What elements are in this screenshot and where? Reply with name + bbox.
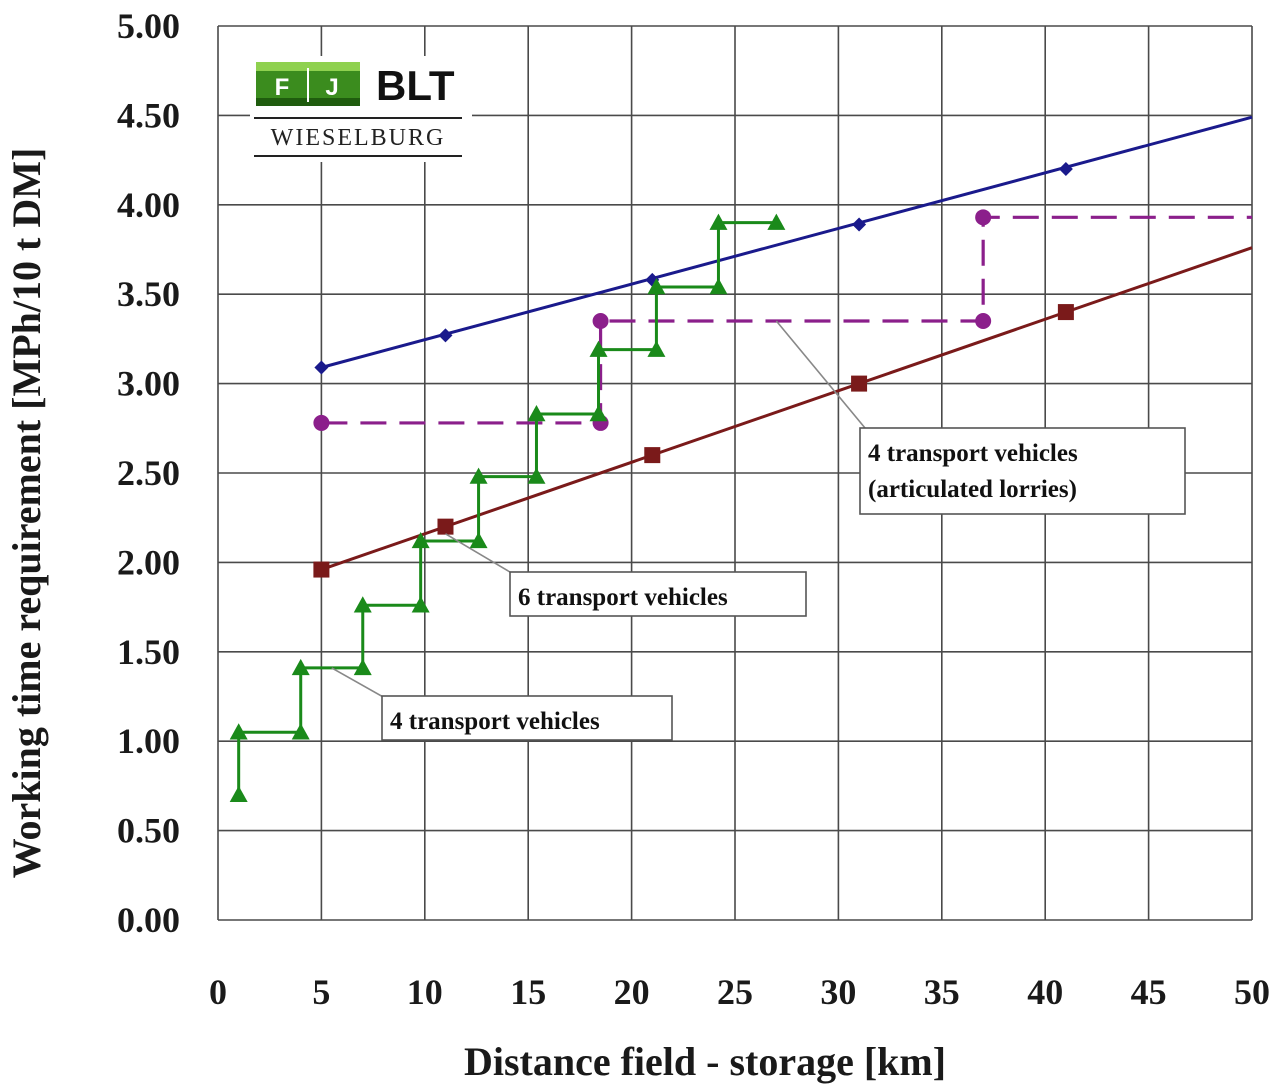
y-tick-label: 4.50	[117, 95, 180, 135]
x-tick-label: 40	[1027, 972, 1063, 1012]
y-tick-label: 0.00	[117, 900, 180, 940]
circle-marker	[593, 313, 609, 329]
y-axis-title: Working time requirement [MPh/10 t DM]	[4, 148, 49, 879]
y-tick-label: 2.50	[117, 453, 180, 493]
y-tick-label: 1.50	[117, 632, 180, 672]
logo-letter-f: F	[275, 74, 290, 101]
circle-marker	[313, 415, 329, 431]
callout-label: (articulated lorries)	[868, 476, 1077, 503]
x-tick-label: 35	[924, 972, 960, 1012]
y-tick-label: 1.00	[117, 721, 180, 761]
x-tick-label: 45	[1131, 972, 1167, 1012]
callout-label: 4 transport vehicles	[390, 708, 600, 735]
x-tick-label: 5	[312, 972, 330, 1012]
x-tick-label: 25	[717, 972, 753, 1012]
x-tick-label: 20	[614, 972, 650, 1012]
circle-marker	[975, 209, 991, 225]
y-tick-label: 4.00	[117, 185, 180, 225]
logo: F J BLT WIESELBURG	[250, 56, 472, 162]
square-marker	[851, 376, 867, 392]
callout-label: 6 transport vehicles	[518, 584, 728, 611]
square-marker	[1058, 304, 1074, 320]
circle-marker	[975, 313, 991, 329]
logo-letter-j: J	[325, 74, 338, 101]
square-marker	[313, 562, 329, 578]
callout-label: 4 transport vehicles	[868, 440, 1078, 467]
y-tick-label: 3.00	[117, 364, 180, 404]
logo-brand: BLT	[376, 62, 455, 109]
x-tick-label: 30	[820, 972, 856, 1012]
x-tick-label: 0	[209, 972, 227, 1012]
y-tick-label: 0.50	[117, 811, 180, 851]
x-axis-title: Distance field - storage [km]	[464, 1039, 946, 1084]
logo-subtitle: WIESELBURG	[271, 125, 446, 151]
square-marker	[644, 447, 660, 463]
square-marker	[437, 519, 453, 535]
x-tick-label: 10	[407, 972, 443, 1012]
x-tick-label: 50	[1234, 972, 1270, 1012]
x-tick-label: 15	[510, 972, 546, 1012]
y-tick-label: 3.50	[117, 274, 180, 314]
y-tick-label: 2.00	[117, 542, 180, 582]
y-tick-label: 5.00	[117, 6, 180, 46]
